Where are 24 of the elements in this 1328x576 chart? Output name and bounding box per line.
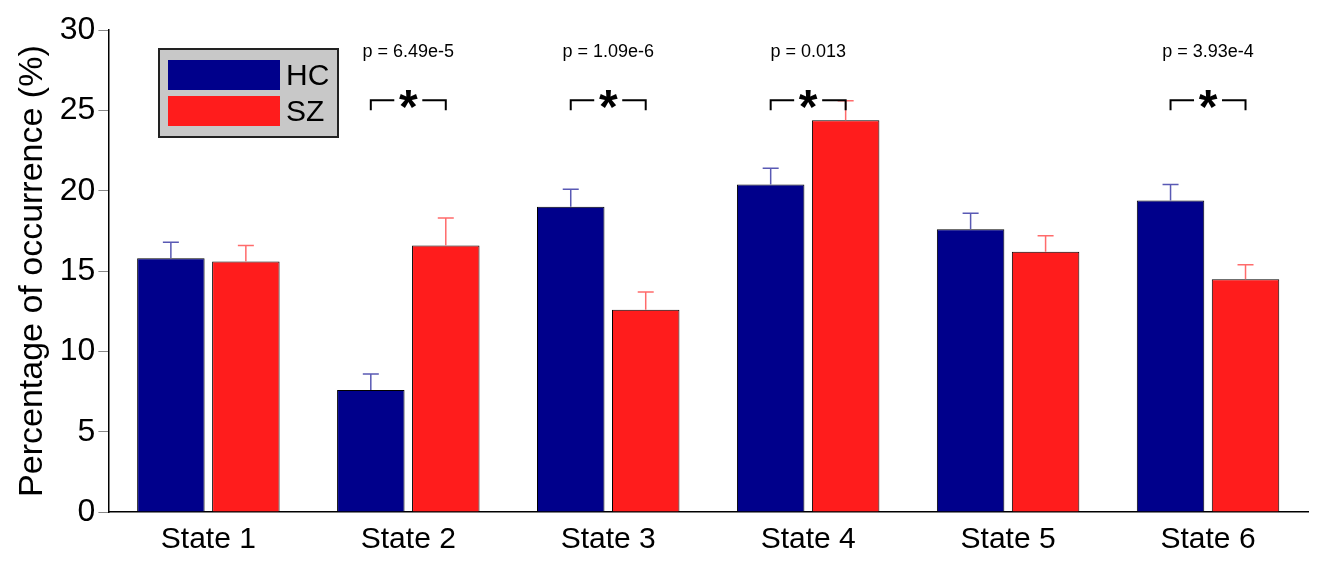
y-tick-label: 5 <box>77 411 96 448</box>
y-tick-label: 15 <box>59 250 96 287</box>
x-tick-label: State 5 <box>960 521 1056 555</box>
annotation: * <box>1198 80 1218 134</box>
legend-label: SZ <box>286 94 325 128</box>
y-tick-label: 0 <box>77 491 96 528</box>
x-tick-label: State 3 <box>560 521 656 555</box>
y-tick-label: 25 <box>59 90 96 127</box>
x-tick-label: State 2 <box>360 521 456 555</box>
x-tick-label: State 1 <box>160 521 256 555</box>
annotation: p = 0.013 <box>770 41 846 62</box>
y-axis-title: Percentage of occurrence (%) <box>10 45 49 497</box>
x-tick-label: State 4 <box>760 521 856 555</box>
y-tick-label: 20 <box>59 170 96 207</box>
legend-label: HC <box>286 58 330 92</box>
annotation: * <box>598 80 618 134</box>
annotation: * <box>398 80 418 134</box>
y-tick-label: 10 <box>59 331 96 368</box>
y-tick-label: 30 <box>59 10 96 47</box>
annotation: p = 3.93e-4 <box>1162 41 1254 62</box>
annotation: p = 1.09e-6 <box>562 41 655 62</box>
x-tick-label: State 6 <box>1160 521 1256 555</box>
annotation: * <box>798 80 818 134</box>
annotation: p = 6.49e-5 <box>362 41 455 62</box>
